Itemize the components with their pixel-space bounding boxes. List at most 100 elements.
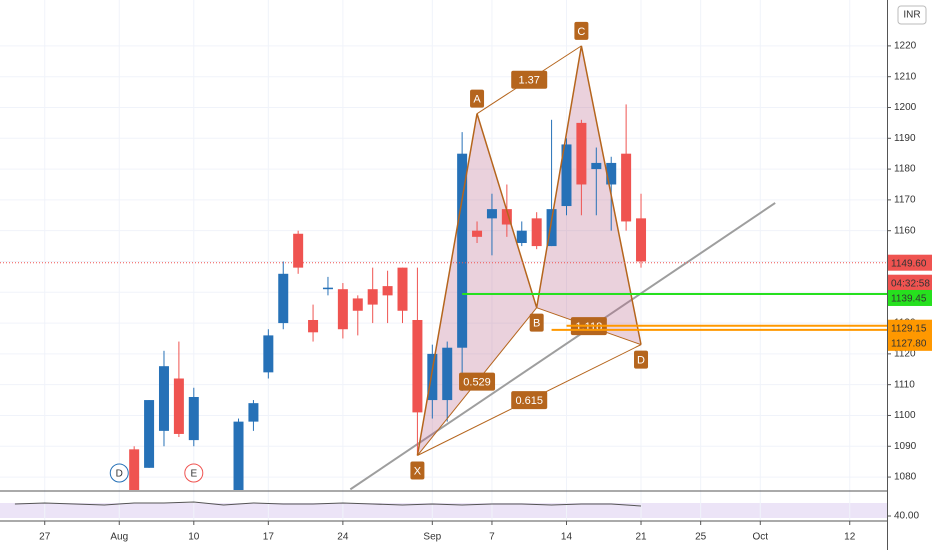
y-tick-label: 1090	[894, 441, 917, 452]
y-tick-label: 1080	[894, 472, 917, 483]
candle-body	[472, 230, 483, 237]
x-tick-label: 14	[561, 532, 573, 543]
candle-body	[486, 209, 497, 219]
level-label-box	[888, 319, 932, 336]
ratio-label-text: 1.37	[519, 75, 540, 87]
point-label-text: A	[473, 94, 481, 106]
candle-body	[397, 267, 408, 311]
ratio-label-box	[511, 391, 548, 410]
ratio-label-text: 0.529	[463, 376, 491, 388]
countdown-label-box	[888, 274, 932, 291]
level-label: 1139.45	[888, 289, 932, 306]
x-tick-label: Sep	[423, 532, 441, 543]
y-tick-label: 1200	[894, 102, 917, 113]
candle-body	[546, 209, 557, 247]
x-tick-label: 7	[489, 532, 495, 543]
level-label-text: 1127.80	[891, 338, 927, 349]
y-tick-label: 1160	[894, 225, 916, 236]
ratio-label-text: 1.118	[575, 321, 602, 333]
candle-body	[278, 273, 289, 324]
x-tick-label: 21	[635, 532, 647, 543]
event-label: E	[190, 469, 197, 480]
candle-body	[173, 378, 184, 434]
point-label: A	[470, 89, 485, 108]
candle-body	[158, 366, 169, 431]
y-tick-label: 1190	[894, 133, 916, 144]
level-label-box	[888, 289, 932, 306]
point-label-box	[410, 461, 425, 480]
indicator-tick-label: 40.00	[894, 511, 919, 522]
candle-body	[442, 347, 453, 401]
last-price-label-text: 1149.60	[891, 258, 927, 269]
ratio-label-text: 0.615	[515, 395, 543, 407]
indicator-band	[0, 503, 887, 518]
pattern-area	[536, 45, 642, 345]
indicator-line	[14, 501, 642, 507]
candle-body	[531, 218, 542, 247]
y-tick-label: 1100	[894, 410, 916, 421]
currency-badge[interactable]	[897, 5, 927, 25]
point-label-box	[470, 89, 485, 108]
candle-body	[337, 289, 348, 330]
candle-body	[263, 335, 274, 373]
candle-body	[367, 289, 378, 305]
candle-body	[457, 153, 468, 348]
y-tick-label: 1170	[894, 195, 916, 206]
candle-body	[516, 230, 527, 243]
point-label: B	[529, 313, 544, 332]
candle-body	[591, 162, 602, 170]
last-price-label: 1149.60	[888, 254, 932, 271]
point-label-box	[529, 313, 544, 332]
point-label-text: X	[414, 465, 422, 477]
point-label: X	[410, 461, 425, 480]
candle-body	[606, 162, 617, 185]
candle-body	[576, 122, 587, 185]
ratio-label: 0.615	[511, 391, 548, 410]
point-label-box	[574, 21, 589, 40]
currency: INR	[903, 10, 920, 21]
point-label-text: C	[577, 26, 585, 38]
candle-body	[308, 319, 319, 333]
candle-body	[352, 298, 363, 311]
candle-body	[322, 287, 333, 290]
candle-body	[382, 286, 393, 296]
candle-body	[188, 396, 199, 441]
ratio-label: 0.529	[459, 372, 496, 391]
level-label-text: 1129.15	[891, 323, 927, 334]
y-tick-label: 1210	[894, 71, 917, 82]
x-tick-label: 24	[337, 532, 349, 543]
x-tick-label: Oct	[753, 532, 769, 543]
event-label: D	[116, 469, 123, 480]
countdown-label: 04:32:58	[888, 274, 932, 291]
candle-body	[412, 319, 423, 413]
candle-body	[427, 353, 438, 401]
event-marker	[109, 463, 129, 483]
level-label-box	[888, 334, 932, 351]
ratio-label: 1.37	[511, 70, 548, 89]
level-label: 1129.15	[888, 319, 932, 336]
y-tick-label: 1110	[894, 379, 915, 390]
trend-line	[349, 202, 776, 490]
y-tick-label: 1120	[894, 349, 916, 360]
countdown-label-text: 04:32:58	[891, 278, 930, 289]
candle-body	[233, 421, 244, 490]
ratio-label-box	[459, 372, 496, 391]
point-label-box	[634, 350, 649, 369]
candle-body	[636, 218, 647, 262]
point-label-text: D	[637, 355, 645, 367]
candle-body	[501, 209, 512, 225]
event-marker	[184, 463, 204, 483]
y-tick-label: 1180	[894, 164, 916, 175]
pattern-leg	[416, 45, 642, 456]
point-label: C	[574, 21, 589, 40]
last-price-label-box	[888, 254, 932, 271]
point-label: D	[634, 350, 649, 369]
candle-body	[129, 449, 140, 490]
x-tick-label: 10	[188, 532, 200, 543]
point-label-text: B	[533, 318, 540, 330]
candle-body	[293, 233, 304, 268]
x-tick-label: Aug	[110, 532, 128, 543]
x-tick-label: 12	[844, 532, 856, 543]
x-tick-label: 27	[39, 532, 51, 543]
x-tick-label: 17	[263, 532, 275, 543]
